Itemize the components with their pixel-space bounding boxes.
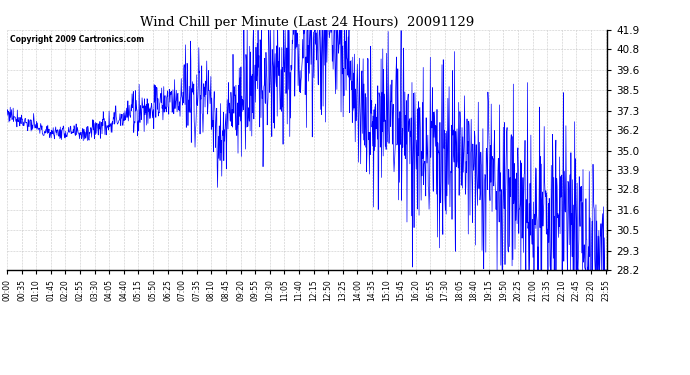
Title: Wind Chill per Minute (Last 24 Hours)  20091129: Wind Chill per Minute (Last 24 Hours) 20…	[140, 16, 474, 29]
Text: Copyright 2009 Cartronics.com: Copyright 2009 Cartronics.com	[10, 35, 144, 44]
